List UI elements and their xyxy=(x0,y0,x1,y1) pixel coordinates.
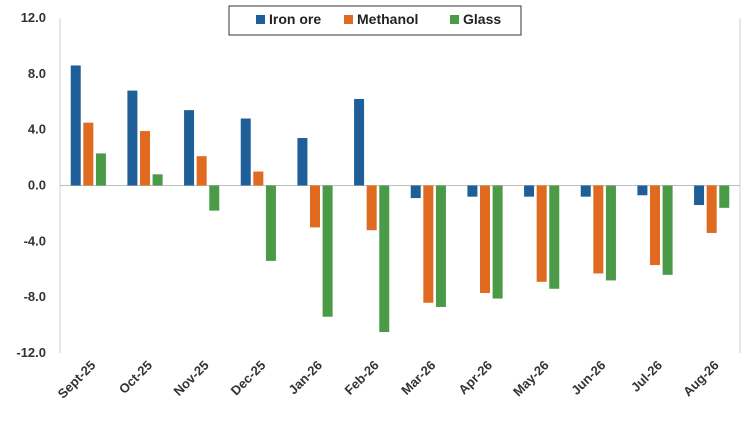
y-tick-label: 12.0 xyxy=(21,10,46,25)
bar-methanol xyxy=(196,156,207,186)
bar-iron-ore xyxy=(524,185,535,197)
bar-iron-ore xyxy=(467,185,478,197)
bar-glass xyxy=(379,185,390,333)
x-category-label: Nov-25 xyxy=(171,358,212,399)
bar-glass xyxy=(549,185,560,289)
bar-methanol xyxy=(253,171,264,186)
y-tick-label: -8.0 xyxy=(24,289,46,304)
bar-iron-ore xyxy=(694,185,705,206)
bar-glass xyxy=(435,185,446,307)
bars-group xyxy=(70,65,730,333)
bar-iron-ore xyxy=(240,118,251,186)
bar-methanol xyxy=(423,185,434,303)
x-category-label: Jul-26 xyxy=(628,358,665,395)
x-category-label: Mar-26 xyxy=(398,358,438,398)
bar-methanol xyxy=(480,185,490,293)
bar-iron-ore xyxy=(184,110,195,186)
legend-label: Glass xyxy=(463,11,501,27)
y-tick-label: 4.0 xyxy=(28,122,46,137)
bar-iron-ore xyxy=(410,185,421,199)
x-category-label: Feb-26 xyxy=(342,358,382,398)
bar-iron-ore xyxy=(297,138,308,186)
y-tick-label: 0.0 xyxy=(28,178,46,193)
legend-swatch xyxy=(450,15,459,24)
bar-methanol xyxy=(536,185,547,282)
bar-methanol xyxy=(83,122,94,186)
x-category-label: Jan-26 xyxy=(285,358,325,398)
legend-label: Iron ore xyxy=(269,11,321,27)
bar-iron-ore xyxy=(637,185,648,196)
bar-glass xyxy=(605,185,616,281)
bar-methanol xyxy=(366,185,377,231)
axes-group: 12.0 8.0 4.0 0.0 -4.0 -8.0 -12.0 Sept-25 Oct-25 N… xyxy=(16,10,741,402)
x-category-label: Oct-25 xyxy=(116,358,155,397)
x-category-label: May-26 xyxy=(510,358,552,400)
y-tick-label: -12.0 xyxy=(16,345,46,360)
legend-swatch xyxy=(344,15,353,24)
x-category-label: Jun-26 xyxy=(568,358,608,398)
bar-iron-ore xyxy=(70,65,81,186)
x-category-label: Dec-25 xyxy=(228,358,269,399)
bar-glass xyxy=(95,153,106,186)
bar-glass xyxy=(152,174,163,186)
bar-methanol xyxy=(650,185,660,266)
bar-methanol xyxy=(593,185,604,274)
bar-methanol xyxy=(140,131,150,186)
legend-label: Methanol xyxy=(357,11,418,27)
bar-methanol xyxy=(310,185,320,228)
bar-glass xyxy=(719,185,730,208)
bar-iron-ore xyxy=(127,90,138,186)
bar-glass xyxy=(265,185,276,261)
y-tick-label: -4.0 xyxy=(24,233,46,248)
bar-methanol xyxy=(706,185,717,233)
bar-iron-ore xyxy=(354,98,365,186)
bar-iron-ore xyxy=(580,185,591,197)
legend-swatch xyxy=(256,15,265,24)
y-tick-label: 8.0 xyxy=(28,66,46,81)
legend-box xyxy=(228,5,522,36)
x-category-label: Aug-26 xyxy=(680,358,722,400)
legend: Iron ore Methanol Glass xyxy=(228,5,522,36)
x-category-label: Apr-26 xyxy=(455,358,495,398)
bar-glass xyxy=(322,185,333,317)
x-category-label: Sept-25 xyxy=(55,358,99,402)
bar-glass xyxy=(662,185,673,275)
bar-glass xyxy=(209,185,220,211)
bar-glass xyxy=(492,185,503,299)
